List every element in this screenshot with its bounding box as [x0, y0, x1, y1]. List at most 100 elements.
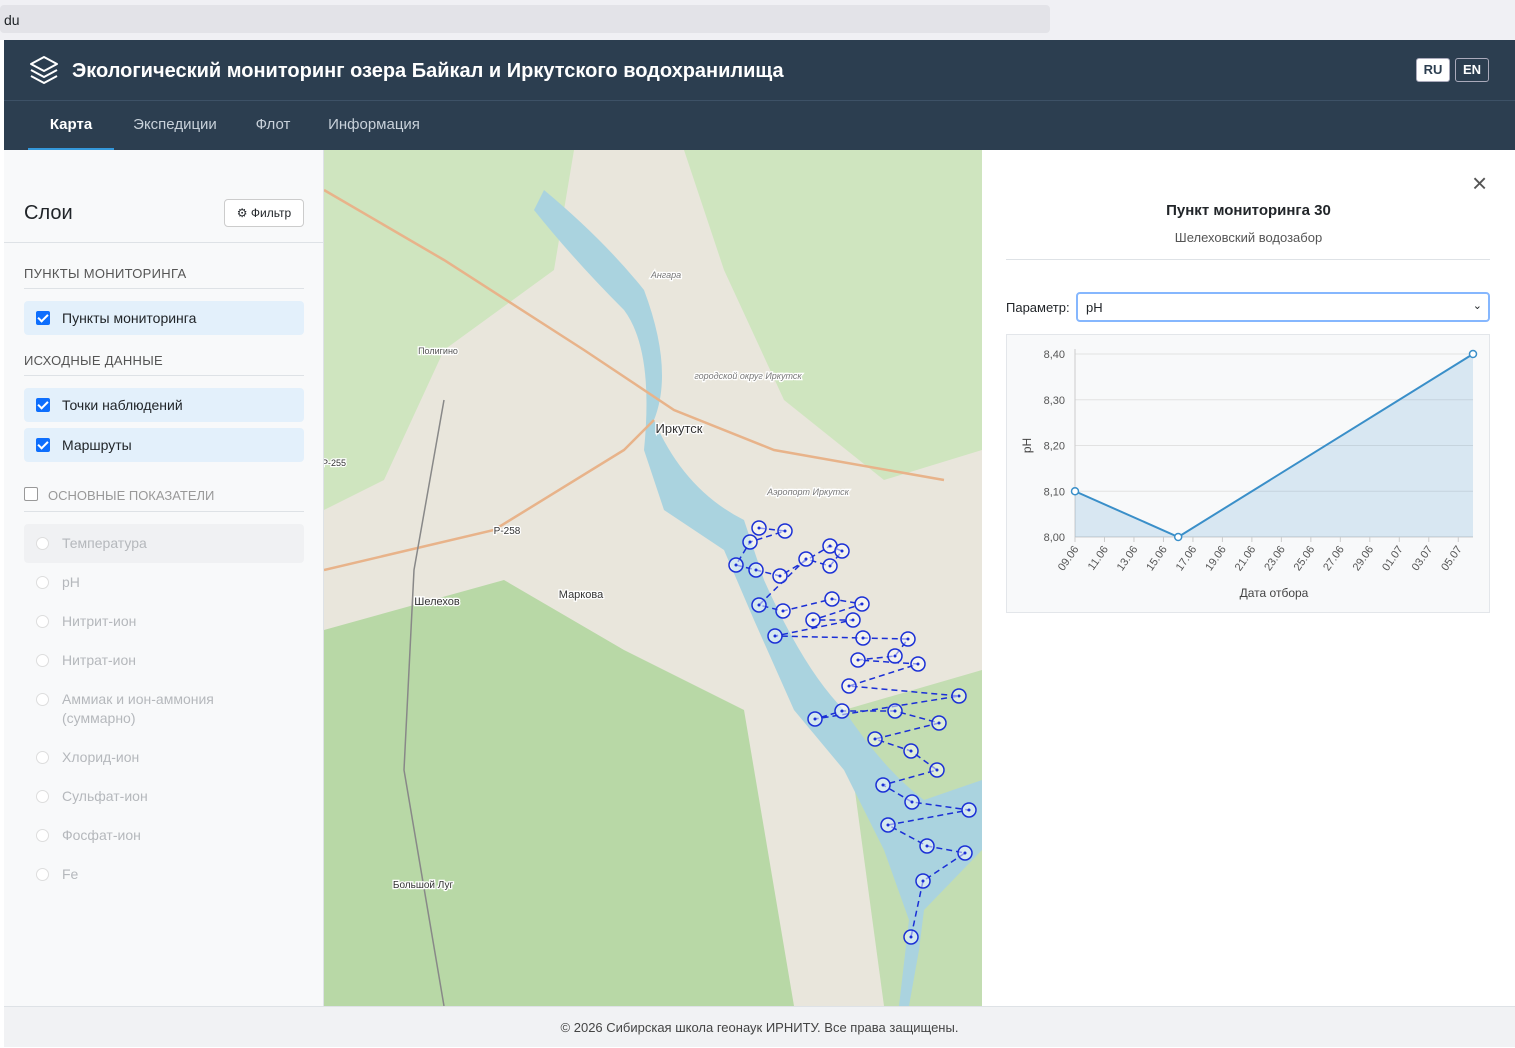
- layer-label: Пункты мониторинга: [62, 310, 197, 326]
- app-header: Экологический мониторинг озера Байкал и …: [4, 40, 1515, 150]
- marker-dot: [830, 597, 834, 601]
- layer-toggle[interactable]: Маршруты: [24, 428, 304, 462]
- marker-dot: [921, 879, 925, 883]
- browser-toolbar: du: [0, 0, 1515, 40]
- indicators-header[interactable]: ОСНОВНЫЕ ПОКАЗАТЕЛИ: [24, 487, 304, 512]
- marker-dot: [893, 709, 897, 713]
- marker-dot: [856, 658, 860, 662]
- marker-dot: [757, 526, 761, 530]
- y-axis-label: pH: [1020, 438, 1034, 453]
- checkbox[interactable]: [36, 398, 50, 412]
- x-tick-label: 15.06: [1144, 544, 1170, 573]
- point: [1468, 349, 1478, 359]
- y-tick-label: 8,30: [1044, 395, 1065, 407]
- marker-dot: [916, 662, 920, 666]
- marker-dot: [840, 549, 844, 553]
- map-label: Ангара: [650, 270, 681, 280]
- map-labels: Иркутск Шелехов Маркова Большой Луг Р-258 Р-2…: [324, 269, 851, 893]
- indicator-option: Сульфат-ион: [24, 777, 304, 816]
- language-button[interactable]: EN: [1455, 58, 1489, 82]
- chart: 8,00 8,10 8,20 8,30 8,40 09.06 11.06 13.06 15.06…: [1006, 334, 1490, 613]
- checkbox[interactable]: [36, 311, 50, 325]
- marker-dot: [847, 684, 851, 688]
- section-title: ПУНКТЫ МОНИТОРИНГА: [24, 266, 304, 289]
- nav-tab[interactable]: Экспедиции: [133, 116, 217, 133]
- checkbox[interactable]: [36, 438, 50, 452]
- marker-dot: [804, 557, 808, 561]
- marker-dot: [893, 654, 897, 658]
- divider: [1006, 259, 1490, 260]
- indicator-label: Температура: [62, 535, 147, 551]
- nav-tab[interactable]: Карта: [28, 101, 114, 151]
- layer-toggle[interactable]: Точки наблюдений: [24, 388, 304, 422]
- marker-dot: [881, 783, 885, 787]
- nav-tab[interactable]: Флот: [255, 116, 291, 133]
- indicator-label: Нитрат-ион: [62, 652, 137, 668]
- marker-dot: [906, 637, 910, 641]
- nav-tab[interactable]: Информация: [328, 116, 420, 133]
- x-tick-label: 29.06: [1351, 544, 1377, 573]
- marker-dot: [748, 540, 752, 544]
- marker-dot: [873, 737, 877, 741]
- map-label: Шелехов: [414, 596, 460, 608]
- close-button[interactable]: ×: [1472, 168, 1488, 198]
- map[interactable]: Иркутск Шелехов Маркова Большой Луг Р-258 Р-2…: [324, 150, 982, 1006]
- sidebar-title: Слои: [24, 202, 73, 224]
- address-bar[interactable]: du: [0, 5, 1050, 33]
- marker-dot: [811, 618, 815, 622]
- panel-title: Пункт мониторинга 30: [1166, 202, 1331, 219]
- indicator-label: Сульфат-ион: [62, 788, 148, 804]
- radio: [36, 868, 49, 881]
- indicator-label: Fe: [62, 866, 79, 882]
- radio: [36, 654, 49, 667]
- x-tick-label: 09.06: [1056, 544, 1082, 573]
- railway: [403, 399, 445, 1006]
- layer-toggle[interactable]: Пункты мониторинга: [24, 301, 304, 335]
- indicator-label: Нитрит-ион: [62, 613, 137, 629]
- filter-button-label: Фильтр: [250, 206, 292, 220]
- marker-dot: [778, 574, 782, 578]
- indicator-label: Фосфат-ион: [62, 827, 141, 843]
- checkbox[interactable]: [24, 487, 38, 501]
- marker-dot: [828, 564, 832, 568]
- indicators-title: ОСНОВНЫЕ ПОКАЗАТЕЛИ: [48, 488, 215, 503]
- indicator-option: Хлорид-ион: [24, 738, 304, 777]
- forest: [324, 150, 574, 510]
- marker-dot: [813, 717, 817, 721]
- marker-dot: [909, 749, 913, 753]
- forest: [684, 150, 982, 480]
- y-tick-label: 8,40: [1044, 349, 1065, 361]
- indicator-option: Нитрат-ион: [24, 641, 304, 680]
- marker-dot: [967, 808, 971, 812]
- map-label: Аэропорт Иркутск: [766, 487, 849, 497]
- marker-dot: [851, 618, 855, 622]
- spacer: [4, 512, 324, 524]
- map-label: Полигино: [418, 346, 458, 356]
- y-tick-label: 8,00: [1044, 532, 1065, 544]
- road: [324, 188, 945, 482]
- indicator-label: Хлорид-ион: [62, 749, 140, 765]
- route: [734, 527, 970, 938]
- x-tick-label: 17.06: [1174, 544, 1200, 573]
- panel-subtitle: Шелеховский водозабор: [1174, 230, 1323, 245]
- filter-button[interactable]: ⚙ Фильтр: [224, 199, 304, 227]
- x-tick-label: 01.07: [1380, 544, 1406, 573]
- marker-dot: [828, 544, 832, 548]
- map-label: Р-258: [494, 526, 521, 537]
- marker-dot: [957, 694, 961, 698]
- app-title: Экологический мониторинг озера Байкал и …: [72, 60, 784, 82]
- section-title: ИСХОДНЫЕ ДАННЫЕ: [24, 353, 304, 376]
- param-label: Параметр:: [1006, 300, 1070, 315]
- map-label: городской округ Иркутск: [694, 371, 802, 381]
- indicator-option: pH: [24, 563, 304, 602]
- map-label: Маркова: [559, 589, 604, 601]
- indicator-option: Нитрит-ион: [24, 602, 304, 641]
- spacer: [4, 341, 324, 353]
- indicator-option: Температура: [24, 524, 304, 563]
- language-button[interactable]: RU: [1416, 58, 1450, 82]
- layers-sidebar: Слои ⚙ Фильтр ПУНКТЫ МОНИТОРИНГА Пункты м…: [4, 150, 324, 1006]
- radio: [36, 615, 49, 628]
- param-select[interactable]: pH ⌄: [1076, 292, 1490, 322]
- indicator-label: Аммиак и ион-аммония (суммарно): [62, 691, 214, 726]
